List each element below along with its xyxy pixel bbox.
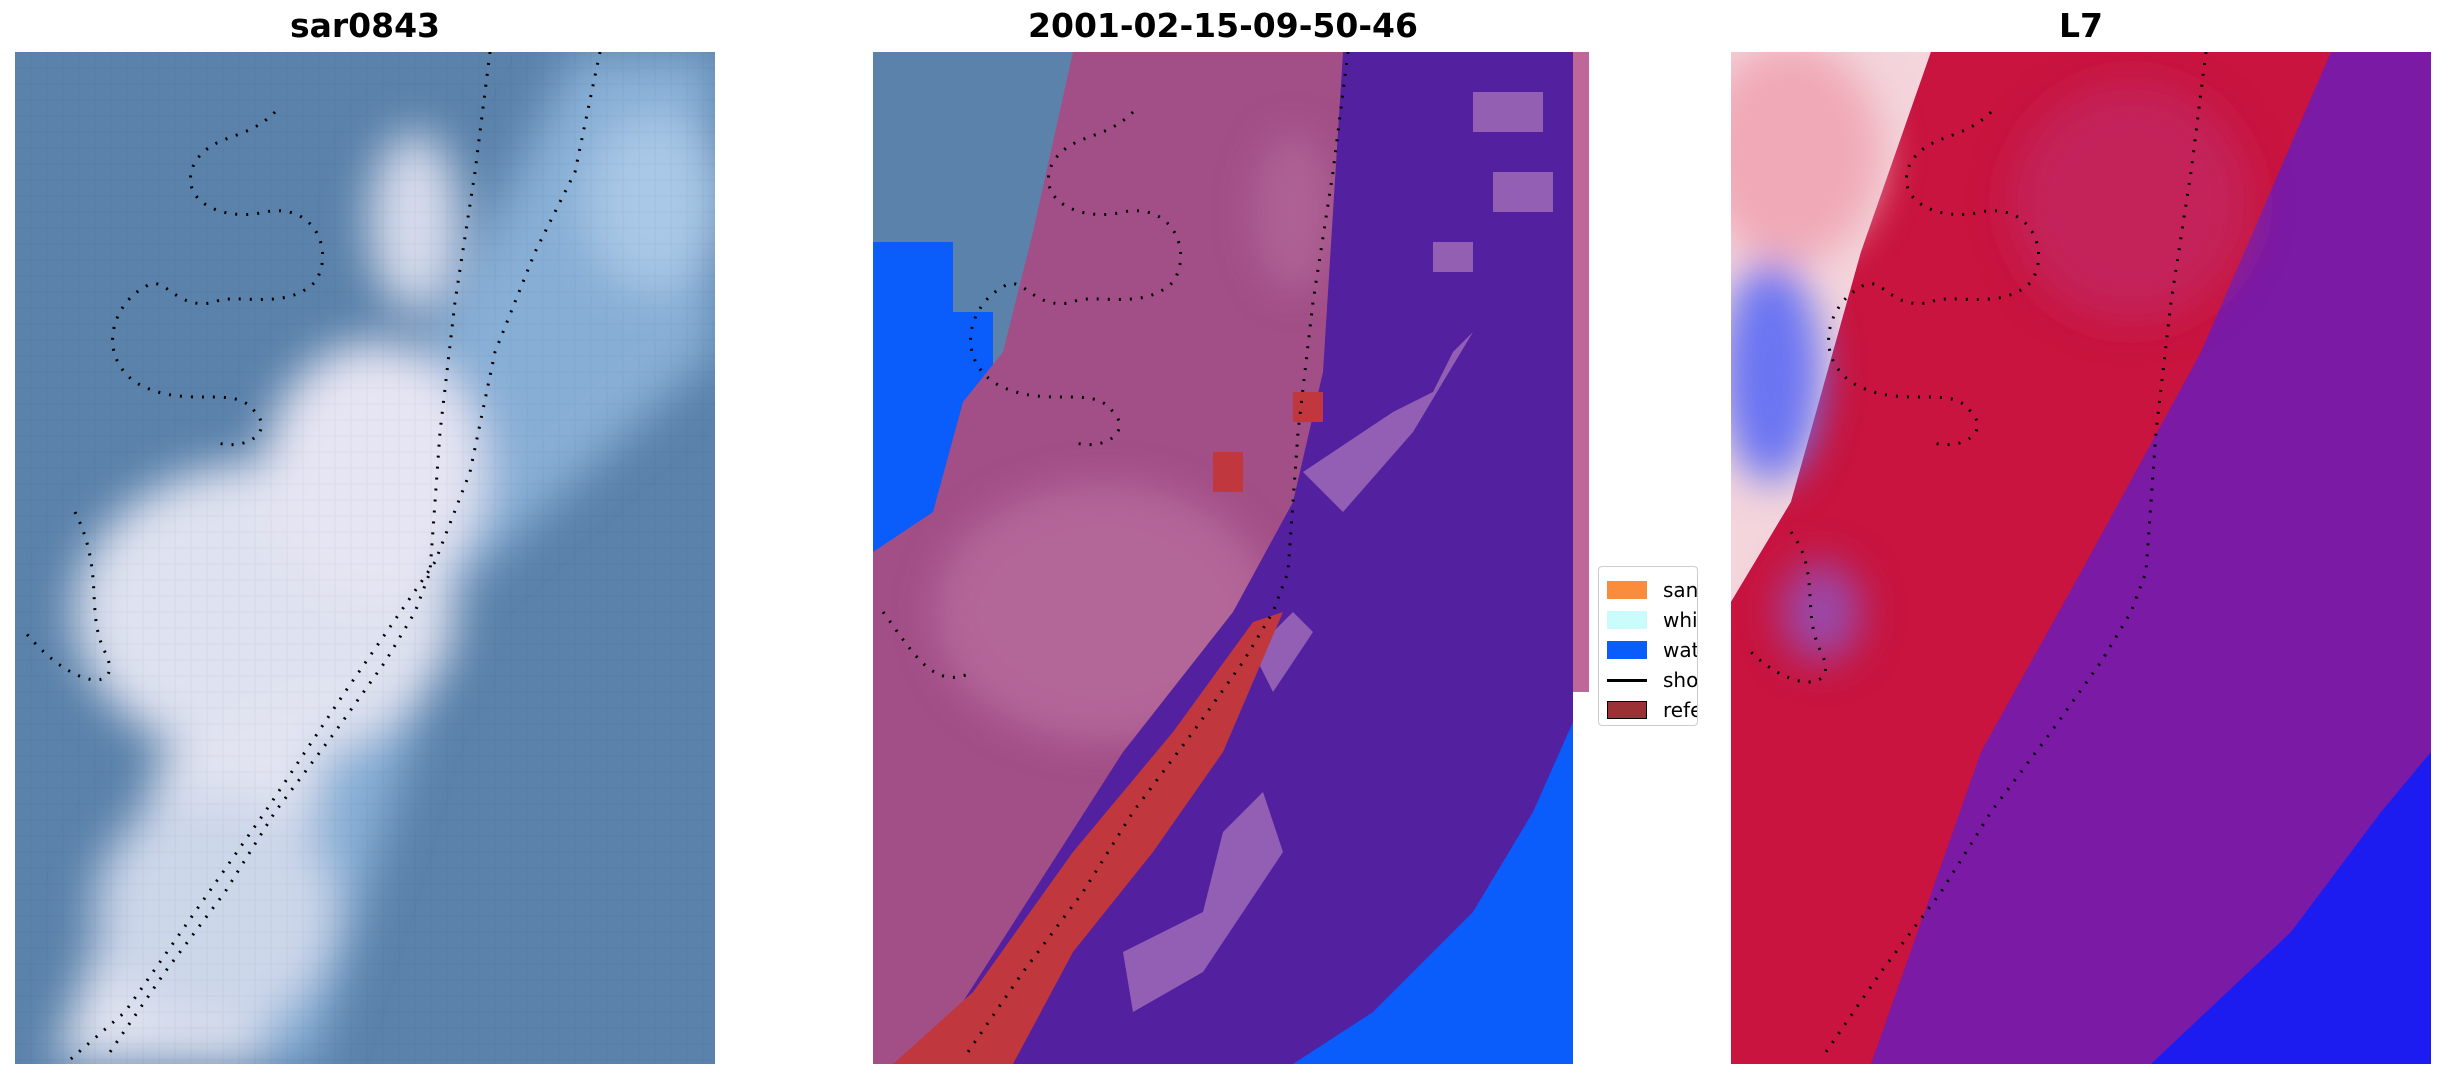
legend-label-whitewater: whitewater <box>1663 608 1698 632</box>
legend-swatch-sand <box>1607 581 1647 599</box>
legend-swatch-water <box>1607 641 1647 659</box>
index-image <box>1731 52 2431 1064</box>
legend-swatch-reference <box>1607 701 1647 719</box>
legend-item-shoreline: shoreline <box>1607 665 1697 695</box>
legend-label-reference: reference <box>1663 698 1697 722</box>
legend-swatch-whitewater <box>1607 611 1647 629</box>
legend-swatch-shoreline <box>1607 678 1647 682</box>
rgb-satellite-image <box>15 52 715 1064</box>
legend-item-sand: sand <box>1607 575 1697 605</box>
legend-label-shoreline: shoreline <box>1663 668 1698 692</box>
legend-item-reference: reference <box>1607 695 1697 725</box>
panel-title-rgb: sar0843 <box>289 6 441 45</box>
legend-label-sand: sand <box>1663 578 1698 602</box>
legend: sand whitewater water shoreline referenc… <box>1598 566 1698 726</box>
legend-item-water: water <box>1607 635 1697 665</box>
classification-image <box>873 52 1573 1064</box>
panel-title-index: L7 <box>2059 6 2103 45</box>
legend-item-whitewater: whitewater <box>1607 605 1697 635</box>
classification-edge-strip <box>1573 52 1589 692</box>
legend-label-water: water <box>1663 638 1697 662</box>
panel-title-classification: 2001-02-15-09-50-46 <box>1028 6 1418 45</box>
